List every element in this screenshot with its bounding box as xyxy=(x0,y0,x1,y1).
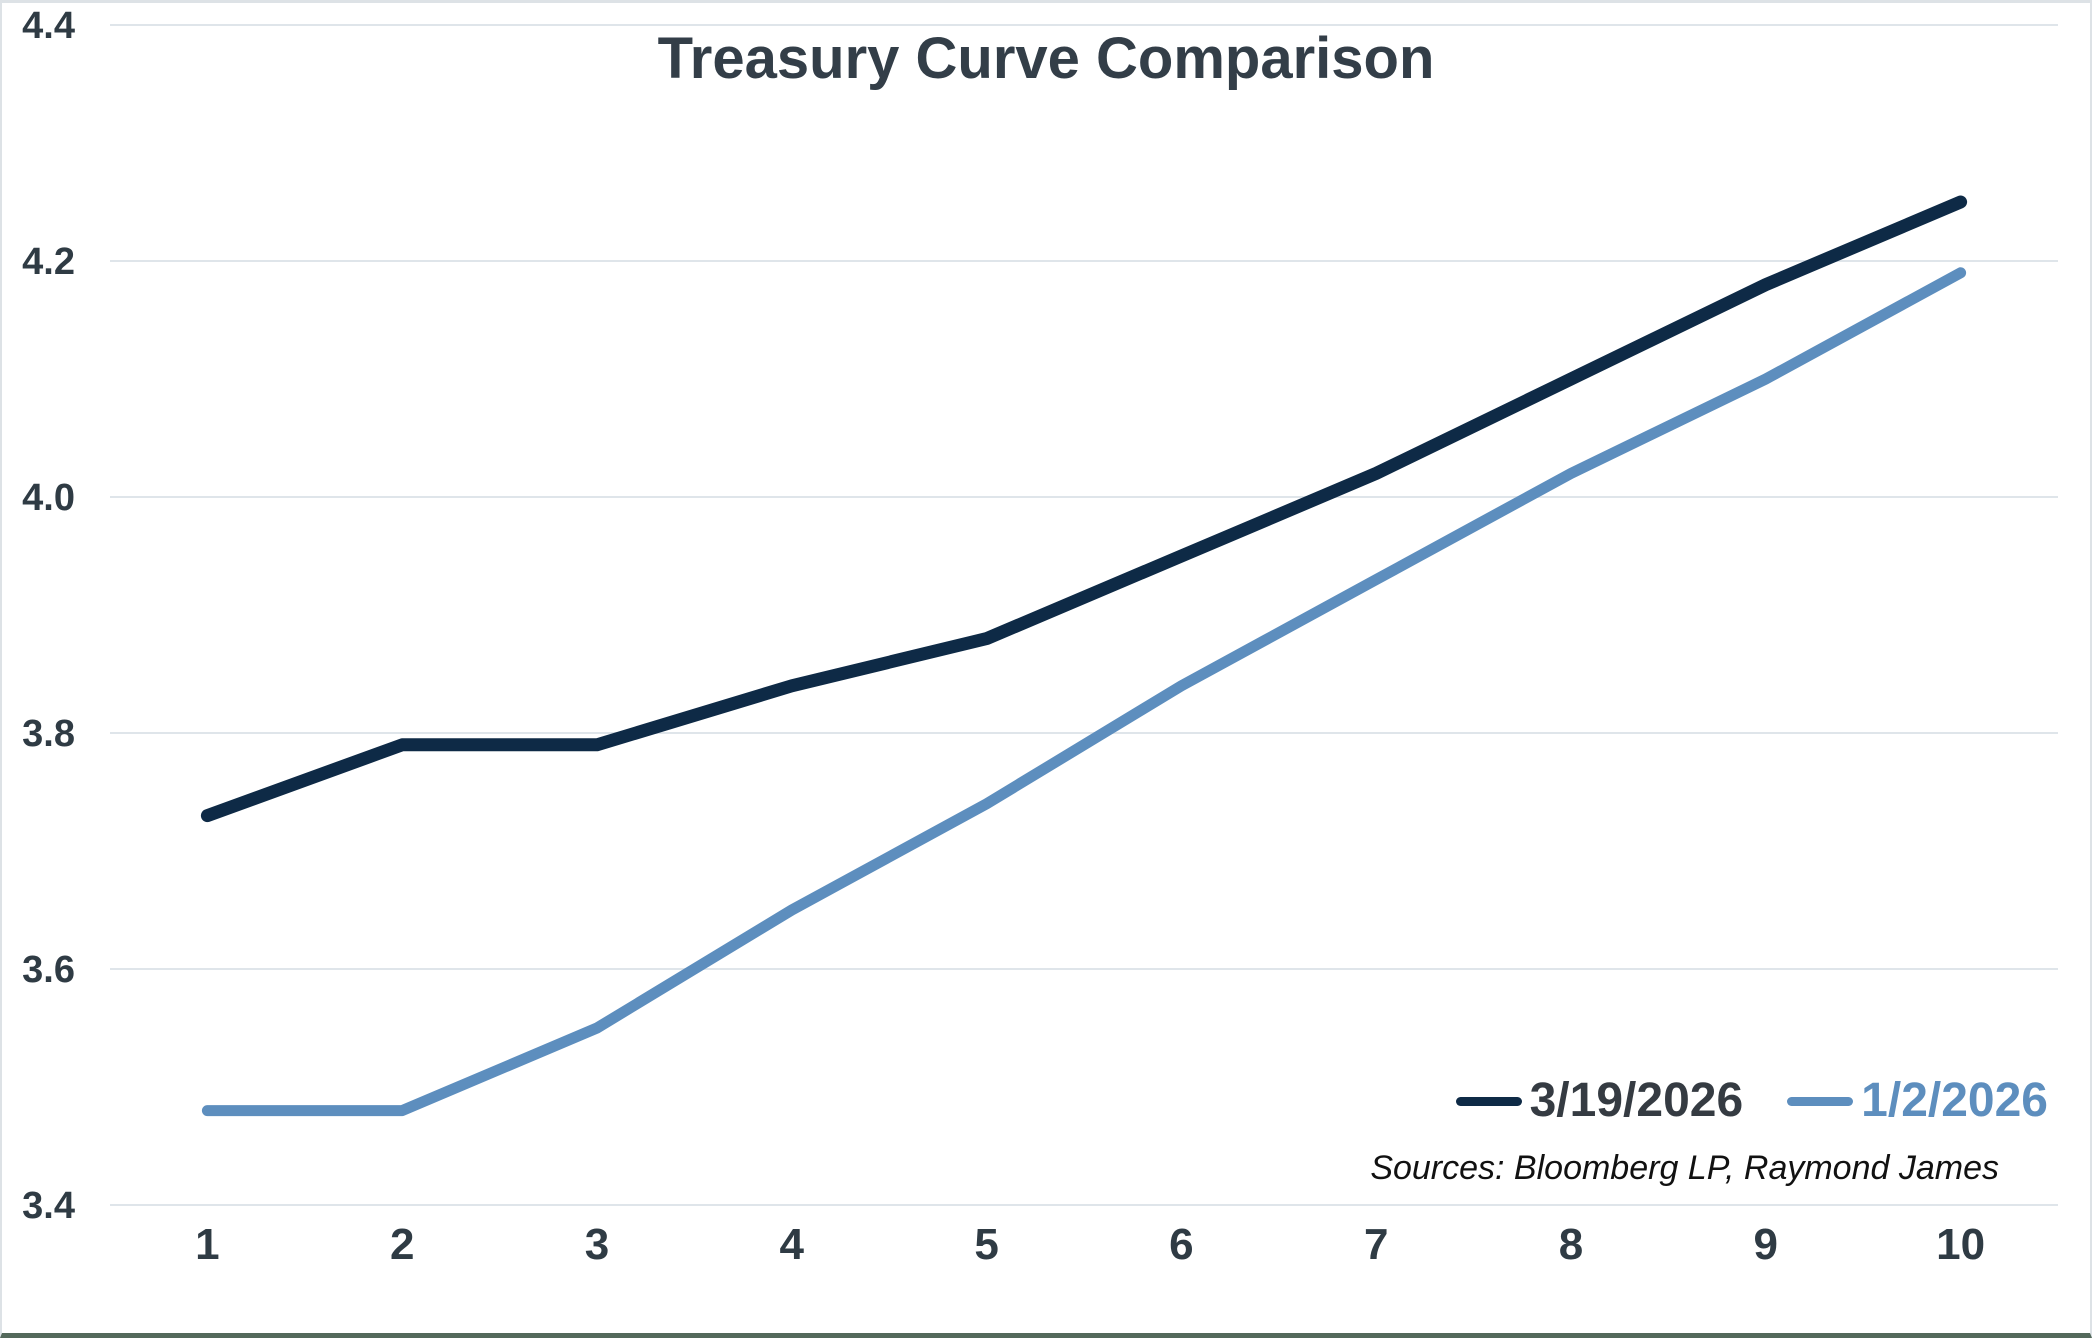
legend-swatch-series-1 xyxy=(1455,1096,1522,1106)
x-axis-tick-label-2: 2 xyxy=(390,1220,414,1269)
legend-swatch-series-2 xyxy=(1787,1096,1854,1106)
x-axis-tick-label-6: 6 xyxy=(1169,1220,1193,1269)
y-axis-tick-label-3.4: 3.4 xyxy=(22,1185,75,1227)
x-axis-tick-label-9: 9 xyxy=(1754,1220,1778,1269)
x-axis-tick-label-5: 5 xyxy=(974,1220,998,1269)
source-note: Sources: Bloomberg LP, Raymond James xyxy=(1370,1149,1999,1187)
y-axis-tick-label-4.4: 4.4 xyxy=(22,5,75,47)
y-axis-tick-label-4.0: 4.0 xyxy=(22,477,75,519)
series-line-3-19-2026 xyxy=(200,195,1968,823)
y-axis-tick-label-4.2: 4.2 xyxy=(22,241,75,283)
x-axis-tick-label-7: 7 xyxy=(1364,1220,1388,1269)
x-axis-tick-label-8: 8 xyxy=(1559,1220,1583,1269)
x-axis-tick-label-4: 4 xyxy=(780,1220,805,1269)
series-line-1-2-2026 xyxy=(201,267,1967,1117)
legend-label-series-1: 3/19/2026 xyxy=(1529,1074,1744,1127)
x-axis-tick-label-3: 3 xyxy=(585,1220,609,1269)
legend: 3/19/2026 1/2/2026 xyxy=(1455,1073,2048,1129)
x-axis-tick-label-10: 10 xyxy=(1936,1220,1985,1269)
y-axis-tick-label-3.8: 3.8 xyxy=(22,713,75,755)
x-axis-tick-label-1: 1 xyxy=(195,1220,219,1269)
plot-area: 3.4 3.6 3.8 4.0 4.2 4.4 1 2 3 4 5 6 7 8 9 10 xyxy=(22,5,2058,1269)
chart-title: Treasury Curve Comparison xyxy=(657,26,1435,91)
y-axis-tick-label-3.6: 3.6 xyxy=(22,949,75,991)
legend-label-series-2: 1/2/2026 xyxy=(1861,1074,2048,1127)
